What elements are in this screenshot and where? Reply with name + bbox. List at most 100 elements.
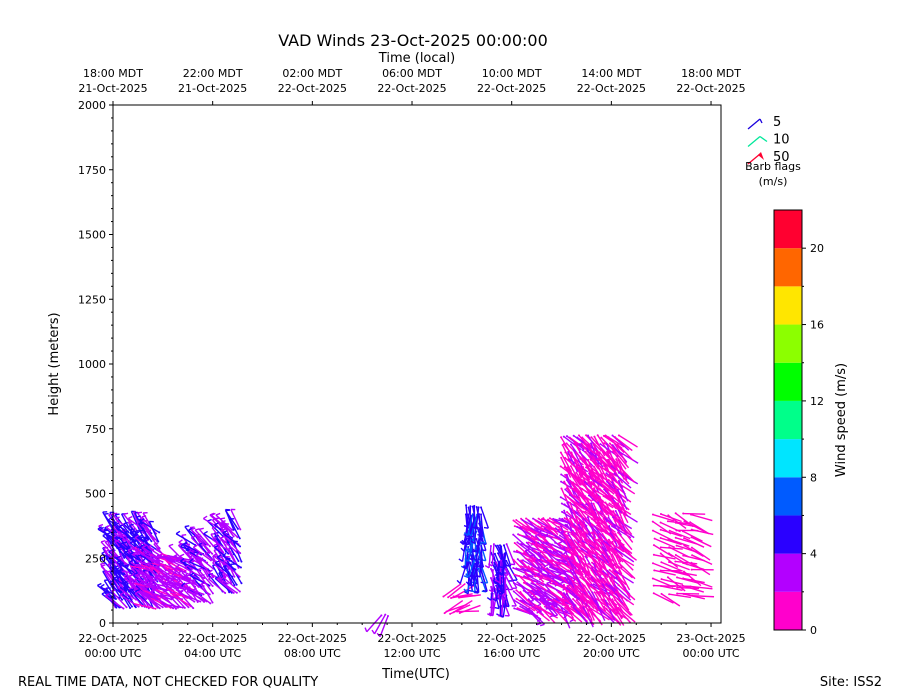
wind-barb-origin bbox=[595, 546, 598, 549]
wind-barb-origin bbox=[659, 537, 662, 540]
wind-barb-origin bbox=[569, 465, 572, 468]
wind-barb-feather bbox=[465, 548, 470, 553]
wind-barb-feather bbox=[100, 562, 106, 565]
wind-barb-origin bbox=[605, 607, 608, 610]
wind-barb bbox=[138, 523, 153, 542]
wind-barb-origin bbox=[612, 450, 615, 453]
wind-barb-origin bbox=[614, 443, 617, 446]
wind-barb-origin bbox=[604, 577, 607, 580]
wind-barb-origin bbox=[596, 464, 599, 467]
wind-barb-origin bbox=[539, 574, 542, 577]
wind-barb-origin bbox=[614, 570, 617, 573]
wind-barb-origin bbox=[546, 589, 549, 592]
wind-barb-origin bbox=[524, 565, 527, 568]
wind-barb-origin bbox=[580, 494, 583, 497]
wind-barb-feather bbox=[116, 526, 122, 530]
wind-barb-origin bbox=[520, 517, 523, 520]
wind-barb-origin bbox=[608, 591, 611, 594]
wind-barb-feather bbox=[488, 612, 494, 617]
wind-barb bbox=[617, 444, 634, 461]
wind-barb bbox=[229, 518, 241, 539]
wind-barb-feather bbox=[98, 523, 104, 527]
top-tick-time: 18:00 MDT bbox=[83, 67, 143, 80]
wind-barb-origin bbox=[608, 607, 611, 610]
wind-barb-origin bbox=[578, 466, 581, 469]
wind-barb-origin bbox=[674, 560, 677, 563]
wind-barb-origin bbox=[519, 605, 522, 608]
wind-barb bbox=[618, 540, 634, 559]
wind-barb-origin bbox=[578, 493, 581, 496]
wind-barb-feather bbox=[107, 516, 113, 521]
wind-barb-feather bbox=[197, 535, 202, 539]
wind-barb-feather bbox=[499, 614, 504, 618]
wind-barb-origin bbox=[568, 458, 571, 461]
wind-barb bbox=[535, 542, 555, 557]
wind-barb-feather bbox=[141, 515, 147, 518]
colorbar-segment bbox=[774, 248, 802, 287]
wind-barb-origin bbox=[600, 436, 603, 439]
wind-barb-origin bbox=[579, 457, 582, 460]
wind-barb-origin bbox=[595, 553, 598, 556]
wind-barb-origin bbox=[543, 605, 546, 608]
wind-barb bbox=[134, 537, 154, 551]
wind-barb-origin bbox=[161, 606, 164, 609]
wind-barb-origin bbox=[580, 523, 583, 526]
wind-barb bbox=[582, 607, 594, 628]
wind-barb bbox=[607, 436, 625, 454]
wind-barb-origin bbox=[598, 562, 601, 565]
wind-barb bbox=[566, 524, 580, 544]
wind-barb-origin bbox=[598, 538, 601, 541]
legend-barb-shaft bbox=[747, 153, 761, 165]
wind-barb-origin bbox=[606, 458, 609, 461]
wind-barb-feather bbox=[474, 590, 479, 594]
wind-barb bbox=[447, 583, 466, 598]
wind-barb-origin bbox=[540, 550, 543, 553]
wind-barb-feather bbox=[144, 569, 150, 573]
wind-barb-origin bbox=[224, 591, 227, 594]
wind-barb-origin bbox=[611, 473, 614, 476]
wind-barb-origin bbox=[542, 549, 545, 552]
wind-barb-feather bbox=[212, 560, 217, 564]
wind-barb-origin bbox=[609, 510, 612, 513]
wind-barb bbox=[588, 606, 603, 626]
wind-barb-feather bbox=[164, 589, 170, 592]
wind-barb bbox=[159, 563, 182, 572]
wind-barb-origin bbox=[566, 584, 569, 587]
wind-barb-origin bbox=[551, 559, 554, 562]
wind-barb-origin bbox=[617, 516, 620, 519]
wind-barb-feather bbox=[129, 581, 135, 585]
wind-barb-feather bbox=[222, 530, 228, 534]
wind-barb bbox=[609, 584, 624, 604]
wind-barb-origin bbox=[566, 496, 569, 499]
wind-barb-origin bbox=[615, 458, 618, 461]
wind-barb-origin bbox=[513, 541, 516, 544]
wind-barb bbox=[466, 514, 474, 536]
wind-barb-origin bbox=[559, 496, 562, 499]
top-axis-title: Time (local) bbox=[378, 51, 455, 66]
wind-barb-origin bbox=[595, 530, 598, 533]
wind-barb-feather bbox=[208, 576, 213, 580]
wind-barb-feather bbox=[186, 549, 192, 554]
wind-barb-origin bbox=[584, 473, 587, 476]
wind-barb-feather bbox=[198, 567, 203, 571]
wind-barb-origin bbox=[479, 537, 482, 540]
wind-barb bbox=[683, 571, 702, 587]
wind-barb-origin bbox=[515, 574, 518, 577]
wind-barb-origin bbox=[553, 533, 556, 536]
wind-barb-origin bbox=[618, 562, 621, 565]
wind-barb-origin bbox=[581, 436, 584, 439]
wind-barb-feather bbox=[478, 565, 483, 569]
wind-barb-origin bbox=[567, 458, 570, 461]
legend-barb-shaft bbox=[747, 118, 761, 130]
wind-barb-origin bbox=[569, 517, 572, 520]
wind-barb bbox=[567, 585, 585, 602]
wind-barb-origin bbox=[585, 434, 588, 437]
wind-barb-feather bbox=[188, 558, 194, 563]
wind-barb-feather bbox=[116, 559, 122, 564]
wind-barb bbox=[195, 554, 214, 570]
wind-barb-origin bbox=[604, 501, 607, 504]
wind-barb-feather bbox=[185, 582, 191, 585]
wind-barb-origin bbox=[157, 540, 160, 543]
wind-barb-origin bbox=[604, 524, 607, 527]
wind-barb bbox=[222, 541, 235, 562]
